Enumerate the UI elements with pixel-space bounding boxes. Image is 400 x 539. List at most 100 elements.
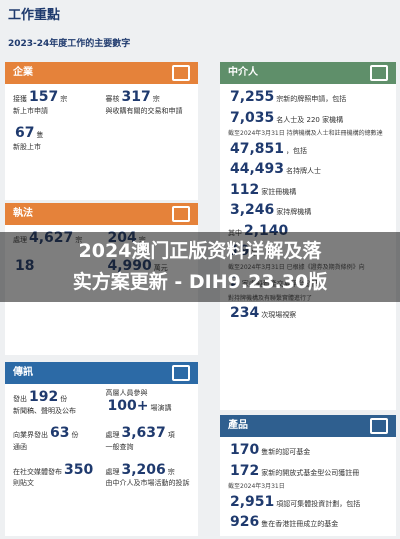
stat-suffix: 隻在香港註冊成立的基金 xyxy=(261,520,339,528)
stat-number: 7,035 xyxy=(230,109,275,126)
stat-suffix: 場演講 xyxy=(150,403,172,412)
stat-suffix: 家註冊機構 xyxy=(261,187,297,196)
stat-number: 67 xyxy=(15,125,35,142)
stat-number: 3,206 xyxy=(121,461,166,478)
banner-line: 2024澳门正版资料详解及落 xyxy=(78,240,322,262)
stat-item: 向業界發出 63 份通函 xyxy=(13,425,98,451)
stat-suffix: 名人士及 220 家機構 xyxy=(276,115,344,124)
stat-desc: 截至2024年3月31日 持牌機構及人士和註冊機構的總數達 xyxy=(228,130,383,137)
section: 企業 接獲 157 宗新上市申請 審核 317 宗與收購有關的交易和申請 67 隻新股上市 xyxy=(5,62,198,200)
stat-suffix: 次現場視察 xyxy=(261,311,297,319)
stat-item: 67 隻新股上市 xyxy=(13,125,98,151)
section-title: 執法 xyxy=(13,208,33,219)
stat-item: 44,493 名持牌人士 xyxy=(228,161,388,179)
section-icon xyxy=(370,418,388,434)
stat-desc: 由中介人及市場活動的投訴 xyxy=(105,479,190,487)
stat-suffix: 隻新的認可基金 xyxy=(261,448,311,456)
stat-item: 926 隻在香港註冊成立的基金 xyxy=(228,514,388,532)
stat-number: 172 xyxy=(230,462,260,479)
stat-number: 2,951 xyxy=(230,493,275,510)
stat-item: 審核 317 宗與收購有關的交易和申請 xyxy=(106,89,191,115)
section-header: 產品 xyxy=(220,415,396,437)
stat-prefix: 處理 xyxy=(105,467,120,476)
section-icon xyxy=(370,65,388,81)
stat-number: 157 xyxy=(29,89,59,105)
stat-number: 317 xyxy=(121,89,151,105)
section-title: 中介人 xyxy=(228,67,258,78)
stat-number: 926 xyxy=(230,514,260,530)
stat-desc: 新聞稿、聲明及公布 xyxy=(13,406,76,415)
section-header: 傳訊 xyxy=(5,362,198,384)
section-title: 產品 xyxy=(228,420,248,431)
stat-item: 234 次現場視察 xyxy=(228,305,388,323)
stat-suffix: 宗 xyxy=(167,467,175,476)
stat-item: 高層人員參與100+ 場演講 xyxy=(106,389,191,415)
stat-item: 發出 192 份新聞稿、聲明及公布 xyxy=(13,389,98,415)
stat-number: 7,255 xyxy=(230,89,275,105)
stat-item: 處理 3,206 宗由中介人及市場活動的投訴 xyxy=(106,462,191,488)
section: 產品 170 隻新的認可基金 172 家新的開放式基金型公司獲註冊截至2024年3月31… xyxy=(220,415,396,536)
banner-line: 实方案更新 - DIH9.23.30版 xyxy=(72,271,328,293)
section-header: 中介人 xyxy=(220,62,396,84)
stat-desc: 通函 xyxy=(13,442,27,451)
stat-item: 處理 3,637 項一般查詢 xyxy=(106,425,191,451)
section-title: 企業 xyxy=(13,67,33,78)
stat-item: 170 隻新的認可基金 xyxy=(228,442,388,460)
stat-suffix: 份 xyxy=(71,431,79,440)
stat-number: 192 xyxy=(29,389,59,405)
section-title: 傳訊 xyxy=(13,367,33,378)
stat-item: 2,951 項認可集體投資計劃，包括 xyxy=(228,494,388,512)
stat-prefix: 高層人員參與 xyxy=(105,389,148,397)
stat-item: 截至2024年3月31日 xyxy=(228,483,388,491)
stat-number: 234 xyxy=(230,305,260,321)
section-body: 170 隻新的認可基金 172 家新的開放式基金型公司獲註冊截至2024年3月31日 2… xyxy=(220,437,396,536)
stat-desc: 截至2024年3月31日 xyxy=(228,483,285,490)
stat-item: 接獲 157 宗新上市申請 xyxy=(13,89,98,115)
stat-item: 在社交媒體發布 350 則貼文 xyxy=(13,462,98,488)
stat-prefix: 向業界發出 xyxy=(13,431,48,440)
stat-number: 3,637 xyxy=(121,425,166,442)
stat-item: 47,851 ，包括 xyxy=(228,141,388,159)
stat-item: 7,035 名人士及 220 家機構 xyxy=(228,110,388,128)
title: 工作重點 xyxy=(8,8,61,23)
stat-number: 112 xyxy=(230,181,260,198)
stat-suffix: 家持牌機構 xyxy=(276,208,312,216)
stat-number: 350 xyxy=(64,461,94,478)
stat-desc: 新股上市 xyxy=(13,142,41,151)
stat-suffix: 則貼文 xyxy=(13,479,34,487)
stat-suffix: 份 xyxy=(60,395,68,403)
stat-desc: 與收購有關的交易和申請 xyxy=(105,106,183,115)
stat-number: 63 xyxy=(50,425,70,442)
stat-number: 47,851 xyxy=(230,140,285,157)
section: 傳訊 發出 192 份新聞稿、聲明及公布 高層人員參與100+ 場演講 向業界發出 63 份通函… xyxy=(5,362,198,536)
stat-number: 3,246 xyxy=(230,202,275,218)
stat-suffix: 宗 xyxy=(60,95,68,103)
section-header: 企業 xyxy=(5,62,198,84)
stat-suffix: 項認可集體投資計劃，包括 xyxy=(276,499,361,508)
stat-item: 7,255 宗新的牌照申請，包括 xyxy=(228,89,388,107)
section-body: 發出 192 份新聞稿、聲明及公布 高層人員參與100+ 場演講 向業界發出 63 份通函 處理… xyxy=(5,384,198,493)
stat-suffix: 名持牌人士 xyxy=(286,167,322,175)
stat-suffix: 宗新的牌照申請，包括 xyxy=(276,95,347,103)
section-icon xyxy=(172,365,190,381)
stat-suffix: 家新的開放式基金型公司獲註冊 xyxy=(261,468,360,477)
stat-item: 截至2024年3月31日 持牌機構及人士和註冊機構的總數達 xyxy=(228,130,388,138)
section-body: 接獲 157 宗新上市申請 審核 317 宗與收購有關的交易和申請 67 隻新股上市 xyxy=(5,84,198,157)
stat-item: 172 家新的開放式基金型公司獲註冊 xyxy=(228,463,388,481)
stat-desc: 一般查詢 xyxy=(105,442,134,451)
stat-desc: 新上市申請 xyxy=(13,106,48,115)
stat-item: 3,246 家持牌機構 xyxy=(228,202,388,220)
subtitle: 2023-24年度工作的主要數字 xyxy=(8,39,131,49)
stat-suffix: ，包括 xyxy=(286,146,308,155)
stat-number: 100+ xyxy=(107,397,149,414)
stat-prefix: 接獲 xyxy=(13,95,27,103)
stat-prefix: 處理 xyxy=(105,431,120,440)
section-icon xyxy=(172,65,190,81)
stat-item: 112 家註冊機構 xyxy=(228,182,388,200)
stat-prefix: 審核 xyxy=(105,95,120,103)
stat-number: 44,493 xyxy=(230,161,285,177)
section-icon xyxy=(172,206,190,222)
stat-prefix: 發出 xyxy=(13,395,27,403)
overlay-banner: 2024澳门正版资料详解及落 实方案更新 - DIH9.23.30版 xyxy=(0,232,400,302)
